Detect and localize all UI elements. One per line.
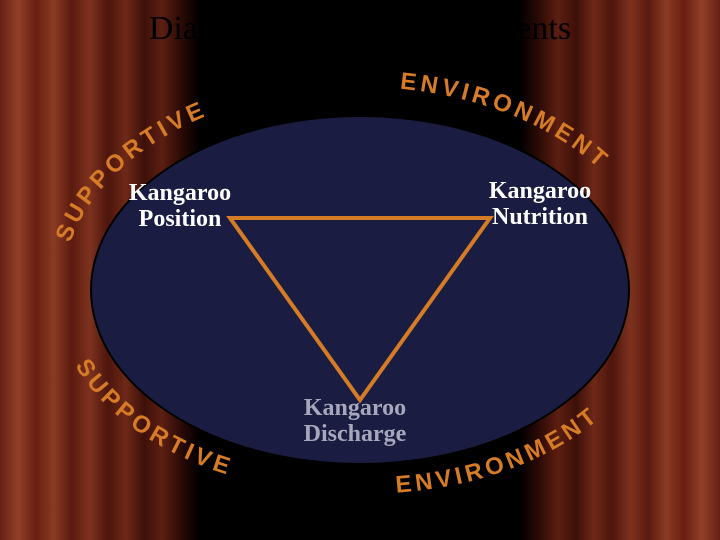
label-position-line1: Kangaroo: [129, 180, 231, 206]
label-nutrition-line2: Nutrition: [492, 204, 588, 230]
label-kangaroo-discharge: Kangaroo Discharge: [275, 395, 435, 448]
triangle-diagram: [0, 0, 720, 540]
label-kangaroo-position: Kangaroo Position: [100, 180, 260, 233]
label-discharge-line1: Kangaroo: [304, 395, 406, 421]
label-position-line2: Position: [139, 206, 222, 232]
slide-stage: Diagram of KMC Components SUPPORTIVE ENV…: [0, 0, 720, 540]
label-kangaroo-nutrition: Kangaroo Nutrition: [460, 178, 620, 231]
label-nutrition-line1: Kangaroo: [489, 178, 591, 204]
label-discharge-line2: Discharge: [304, 421, 407, 447]
